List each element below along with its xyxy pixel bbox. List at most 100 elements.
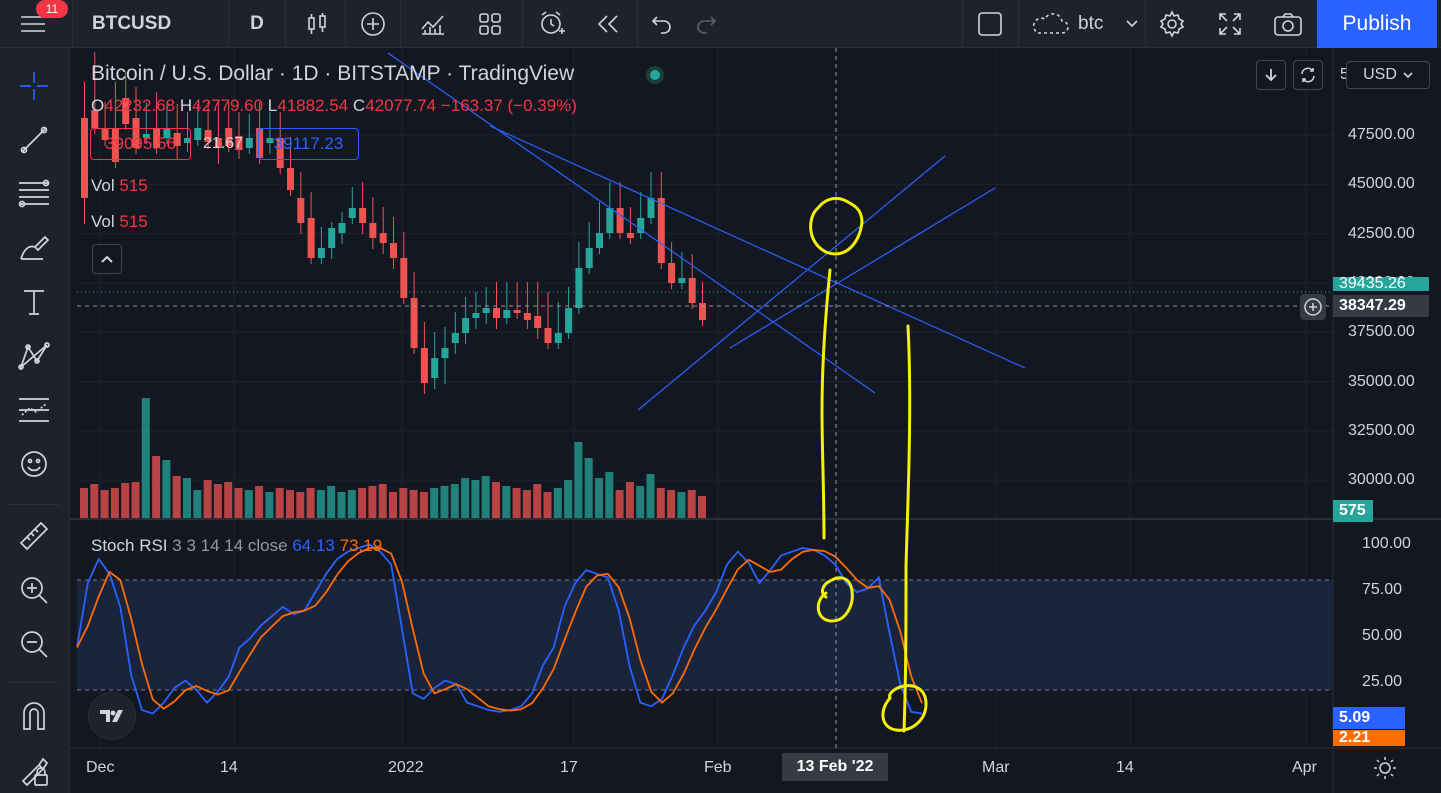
zoom-out-icon[interactable] <box>12 624 56 664</box>
volume-bar <box>656 488 665 518</box>
scroll-down-button[interactable] <box>1256 60 1286 90</box>
volume-bar <box>224 482 233 518</box>
volume-bar <box>409 490 418 518</box>
volume-legend-2[interactable]: Vol 515 <box>91 212 148 231</box>
trend-line-icon[interactable] <box>12 120 56 160</box>
snapshot-camera-icon[interactable] <box>1265 0 1311 48</box>
add-order-button[interactable] <box>1300 294 1326 320</box>
candle-body <box>431 358 439 378</box>
symbol-legend[interactable]: Bitcoin / U.S. Dollar · 1D · BITSTAMP · … <box>91 62 575 85</box>
stoch-d-tag: 2.21 <box>1333 730 1405 746</box>
volume-bar <box>625 482 634 518</box>
candle-body <box>390 243 397 258</box>
replay-icon[interactable] <box>583 0 633 48</box>
candle-body <box>668 263 676 283</box>
annotation-circle <box>881 684 928 732</box>
arrow-down-icon <box>1265 69 1277 82</box>
volume-bar <box>244 490 253 518</box>
layout-name: btc <box>1078 13 1104 34</box>
currency-selector[interactable]: USD <box>1346 61 1430 89</box>
candle-body <box>338 223 346 233</box>
volume-bar <box>553 488 562 518</box>
volume-bar <box>327 486 336 518</box>
volume-bar <box>419 492 428 518</box>
candle-body <box>235 136 243 150</box>
candle-body <box>297 198 305 223</box>
candles-icon[interactable] <box>292 0 342 48</box>
candle-body <box>153 128 161 148</box>
volume-bar <box>605 472 614 518</box>
fullscreen-icon[interactable] <box>1208 0 1252 48</box>
chart-area[interactable]: Bitcoin / U.S. Dollar · 1D · BITSTAMP · … <box>70 48 1441 793</box>
refresh-button[interactable] <box>1293 60 1323 90</box>
stoch-rsi-legend[interactable]: Stoch RSI 3 3 14 14 close 64.13 73.19 <box>91 536 383 555</box>
candle-body <box>503 310 511 318</box>
zoom-in-icon[interactable] <box>12 570 56 610</box>
candle-body <box>142 134 150 138</box>
templates-icon[interactable] <box>465 0 515 48</box>
stoch-axis-label: 75.00 <box>1362 581 1403 598</box>
add-indicator-icon[interactable] <box>350 0 396 48</box>
volume-bar <box>533 484 542 518</box>
crosshair-price-tag: 38347.29 <box>1333 295 1429 317</box>
candle-body <box>534 316 542 328</box>
refresh-icon <box>1301 67 1315 83</box>
drawing-toolbar <box>0 48 70 793</box>
interval-button[interactable]: D <box>250 13 264 34</box>
ohlc-values: O42232.68 H42779.60 L41882.54 C42077.74 … <box>91 96 577 115</box>
candle-body <box>657 198 665 263</box>
candle-body <box>513 310 521 313</box>
candle-body <box>276 138 284 168</box>
volume-bar <box>615 490 624 518</box>
chart-settings-icon[interactable] <box>1372 755 1398 786</box>
time-axis-label: Dec <box>86 759 115 776</box>
volume-bar <box>183 478 191 518</box>
candle-body <box>420 348 428 383</box>
volume-bar <box>667 490 676 518</box>
stoch-k-tag: 5.09 <box>1333 707 1405 729</box>
text-tool-icon[interactable] <box>12 282 56 322</box>
chart-canvas[interactable] <box>70 48 1441 793</box>
undo-icon[interactable] <box>640 0 684 48</box>
buy-button[interactable]: 39117.23 <box>258 128 359 160</box>
volume-bar <box>337 492 346 518</box>
fullscreen-square-icon[interactable] <box>968 0 1012 48</box>
indicators-icon[interactable] <box>408 0 458 48</box>
alert-icon[interactable] <box>527 0 577 48</box>
candle-body <box>287 168 294 190</box>
prediction-icon[interactable] <box>12 390 56 430</box>
volume-bar <box>450 484 459 518</box>
candle-body <box>359 208 367 223</box>
price-axis-label: 35000.00 <box>1348 372 1415 390</box>
lock-drawings-icon[interactable] <box>12 750 56 790</box>
layout-selector[interactable]: btc <box>1024 0 1142 48</box>
pattern-icon[interactable] <box>12 336 56 376</box>
publish-button[interactable]: Publish <box>1317 0 1437 48</box>
ruler-icon[interactable] <box>12 516 56 556</box>
magnet-icon[interactable] <box>12 696 56 736</box>
crosshair-icon[interactable] <box>12 66 56 106</box>
volume-bar <box>461 478 470 518</box>
candle-body <box>565 308 573 333</box>
fib-retracement-icon[interactable] <box>12 174 56 214</box>
volume-legend-1[interactable]: Vol 515 <box>91 176 148 195</box>
tradingview-logo[interactable] <box>88 692 136 740</box>
emoji-icon[interactable] <box>12 444 56 484</box>
price-axis-label: 32500.00 <box>1348 421 1415 439</box>
symbol-search[interactable]: BTCUSD <box>92 13 172 34</box>
volume-bar <box>121 483 130 518</box>
sell-button[interactable]: 39095.56 <box>90 128 191 160</box>
volume-bar <box>389 492 397 518</box>
settings-gear-icon[interactable] <box>1150 0 1194 48</box>
trend-line <box>489 125 1026 369</box>
trend-line <box>387 52 876 394</box>
stoch-band <box>77 580 1333 690</box>
redo-icon[interactable] <box>684 0 728 48</box>
brush-icon[interactable] <box>12 228 56 268</box>
volume-bar <box>636 486 645 518</box>
candle-body <box>122 98 130 124</box>
annotation-line <box>902 324 912 733</box>
volume-bar <box>213 484 222 518</box>
collapse-legend-button[interactable] <box>92 244 122 274</box>
volume-bar <box>286 490 294 518</box>
